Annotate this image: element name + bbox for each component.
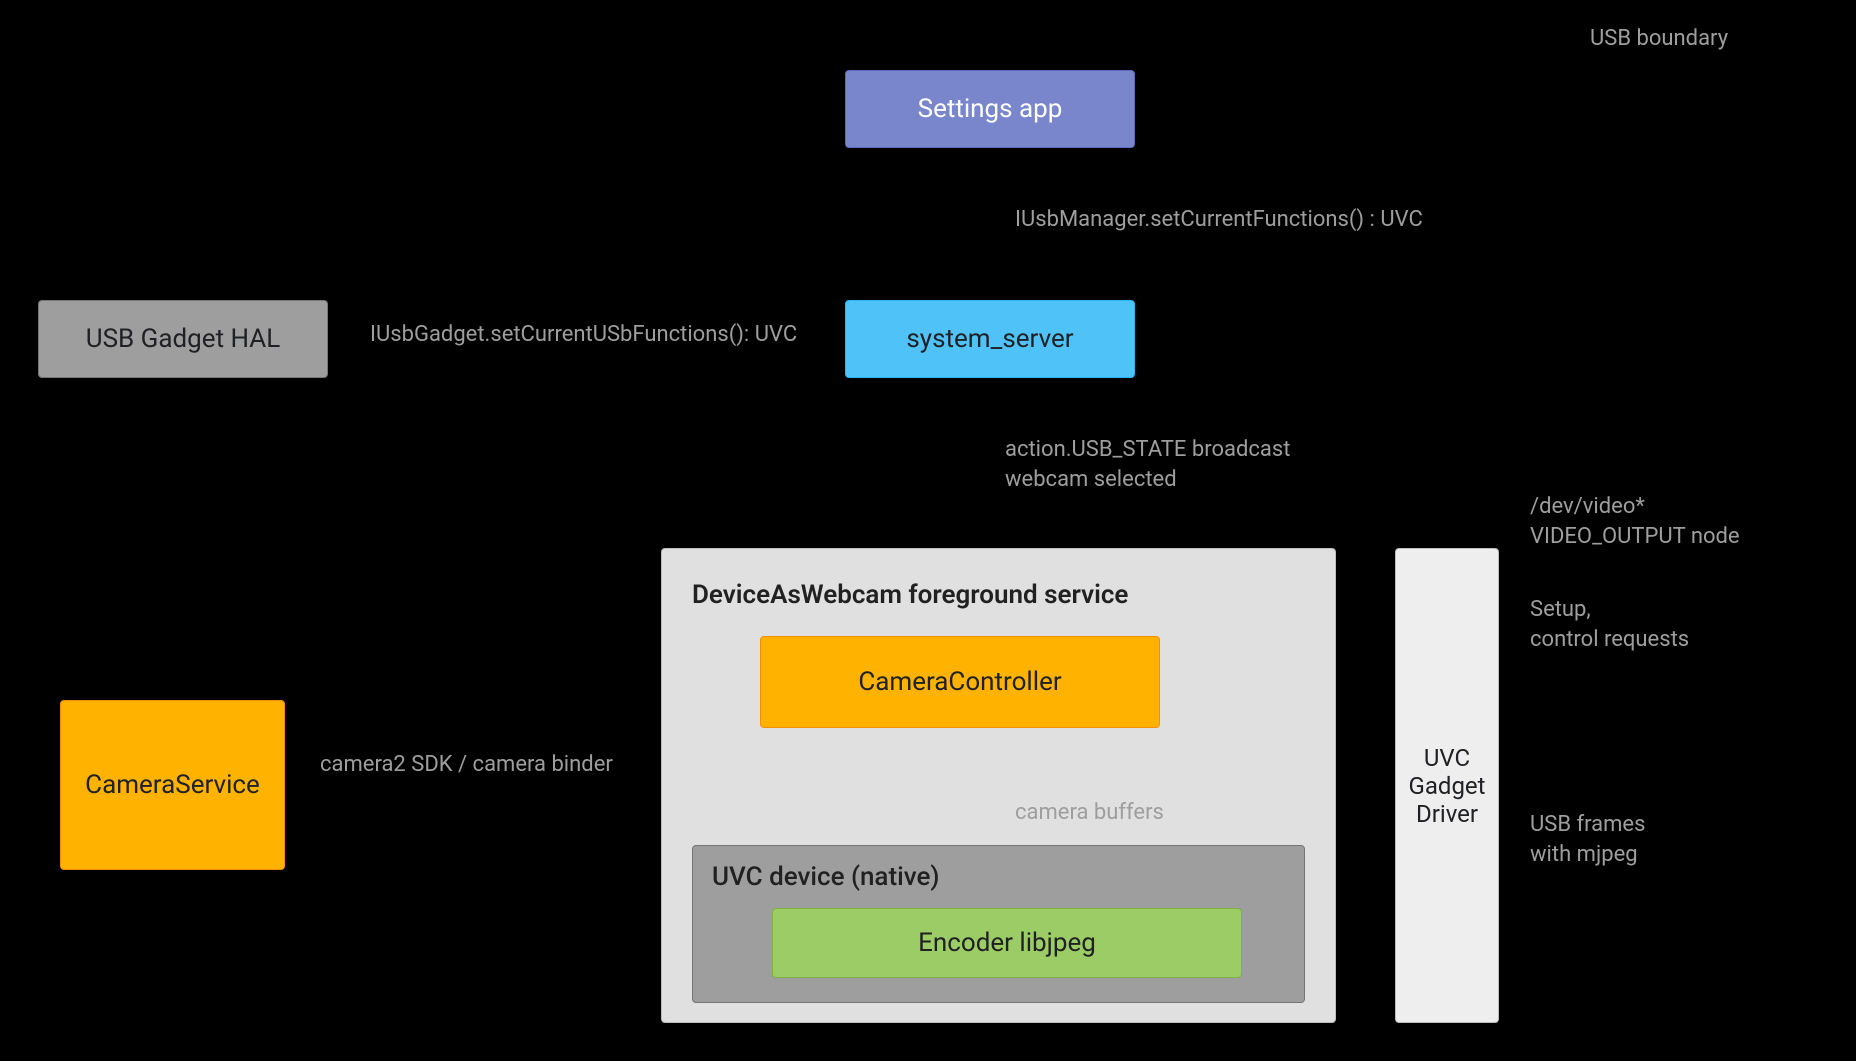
edge-label-camera-buffers: camera buffers [1015, 798, 1164, 828]
node-camera-controller: CameraController [760, 636, 1160, 728]
label-usb-boundary: USB boundary [1590, 24, 1728, 54]
node-uvc-gadget-driver: UVC Gadget Driver [1395, 548, 1499, 1023]
edge-label-usb-state: action.USB_STATE broadcast webcam select… [1005, 435, 1290, 494]
edge-label-dev-video: /dev/video* VIDEO_OUTPUT node [1530, 492, 1740, 551]
edge-label-setup-control: Setup, control requests [1530, 595, 1689, 654]
diagram-canvas: USB boundary DeviceAsWebcam foreground se… [0, 0, 1856, 1061]
container-title-foreground-service: DeviceAsWebcam foreground service [692, 580, 1128, 610]
node-camera-service: CameraService [60, 700, 285, 870]
edge-label-camera2-sdk: camera2 SDK / camera binder [320, 750, 613, 780]
container-title-uvc-device-native: UVC device (native) [712, 862, 940, 892]
edge-label-iusb-manager: IUsbManager.setCurrentFunctions() : UVC [1015, 205, 1423, 235]
node-encoder: Encoder libjpeg [772, 908, 1242, 978]
edge-label-iusb-gadget: IUsbGadget.setCurrentUSbFunctions(): UVC [370, 320, 797, 350]
node-settings-app: Settings app [845, 70, 1135, 148]
node-system-server: system_server [845, 300, 1135, 378]
node-usb-gadget-hal: USB Gadget HAL [38, 300, 328, 378]
edge-label-usb-frames: USB frames with mjpeg [1530, 810, 1645, 869]
